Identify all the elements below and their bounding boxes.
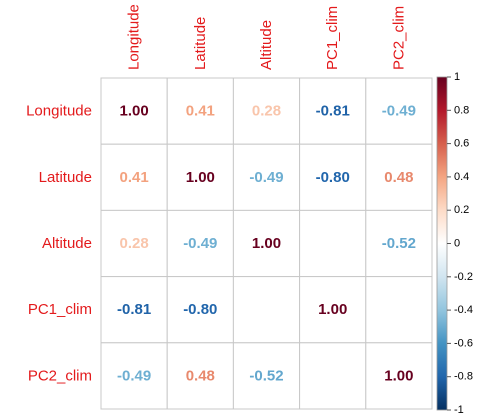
value-label: -0.80 — [316, 169, 350, 186]
colorbar-tick-label: 0.8 — [454, 104, 469, 116]
value-label: -0.49 — [117, 367, 151, 384]
column-label: Altitude — [258, 20, 275, 70]
grid-cell — [299, 276, 367, 344]
column-label: Longitude — [126, 4, 143, 70]
value-label: 0.28 — [119, 235, 148, 252]
grid-cell — [232, 276, 301, 344]
value-label: 0.48 — [186, 367, 215, 384]
value-label: -0.52 — [249, 367, 283, 384]
grid-cell — [100, 342, 168, 410]
row-label: PC2_clim — [28, 367, 92, 384]
row-label: PC1_clim — [28, 301, 92, 318]
colorbar-tick-label: -0.4 — [454, 304, 473, 316]
colorbar-tick-label: -0.2 — [454, 271, 473, 283]
grid-cell — [232, 342, 301, 410]
colorbar-tick-label: -0.6 — [454, 337, 473, 349]
value-label: -0.49 — [382, 103, 416, 120]
grid-cell — [166, 209, 234, 278]
colorbar-tick-label: 1 — [454, 71, 460, 83]
colorbar-tick-label: -0.8 — [454, 371, 473, 383]
colorbar-tick-label: 0.2 — [454, 204, 469, 216]
grid-cell — [166, 276, 234, 344]
grid-cell — [166, 342, 234, 410]
value-label: 0.41 — [186, 103, 215, 120]
grid-cell — [365, 209, 433, 278]
grid-cell — [232, 143, 301, 211]
value-label: 1.00 — [318, 301, 347, 318]
value-label: -0.81 — [316, 103, 350, 120]
column-label: Latitude — [192, 17, 209, 70]
grid-cell — [299, 77, 367, 145]
grid-cell — [365, 276, 433, 344]
value-label: -0.49 — [183, 235, 217, 252]
row-label: Longitude — [26, 103, 92, 120]
value-label: 0.41 — [119, 169, 148, 186]
colorbar-tick-label: -1 — [454, 404, 464, 416]
colorbar — [436, 76, 448, 411]
grid-cell — [299, 209, 367, 278]
column-label: PC2_clim — [390, 6, 407, 70]
value-label: -0.80 — [183, 301, 217, 318]
grid-cell — [166, 77, 234, 145]
grid-cell — [100, 77, 168, 145]
colorbar-tick-label: 0.4 — [454, 171, 469, 183]
grid-cell — [365, 342, 433, 410]
value-label: -0.49 — [249, 169, 283, 186]
value-label: -0.52 — [382, 235, 416, 252]
value-label: 0.48 — [384, 169, 413, 186]
column-label: PC1_clim — [324, 6, 341, 70]
value-label: 1.00 — [119, 103, 148, 120]
colorbar-tick-label: 0.6 — [454, 138, 469, 150]
grid-cell — [365, 143, 433, 211]
value-label: 0.28 — [252, 103, 281, 120]
row-label: Altitude — [42, 235, 92, 252]
value-label: 1.00 — [384, 367, 413, 384]
row-label: Latitude — [39, 169, 92, 186]
grid-cell — [299, 342, 367, 410]
value-label: 1.00 — [186, 169, 215, 186]
value-label: 1.00 — [252, 235, 281, 252]
grid-cell — [100, 143, 168, 211]
colorbar-tick-label: 0 — [454, 238, 460, 250]
grid-cell — [232, 77, 301, 145]
value-label: -0.81 — [117, 301, 151, 318]
